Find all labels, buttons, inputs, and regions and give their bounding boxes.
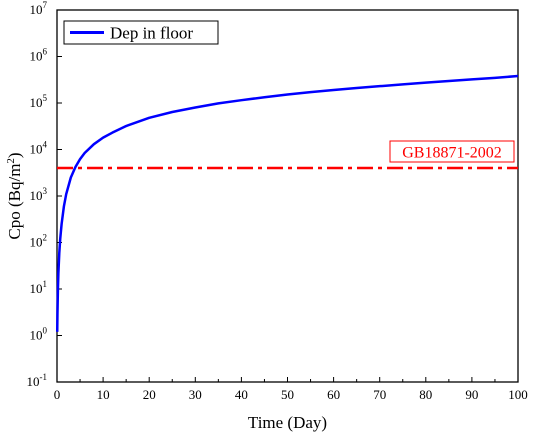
legend-box	[63, 20, 219, 45]
x-tick-label: 100	[508, 387, 528, 402]
y-tick-label: 107	[30, 0, 48, 17]
series-line	[55, 74, 519, 332]
y-tick-label: 101	[30, 279, 48, 296]
legend-label: Dep in floor	[110, 24, 193, 43]
x-tick-label: 60	[327, 387, 340, 402]
x-tick-label: 40	[235, 387, 248, 402]
reference-label: GB18871-2002	[389, 140, 515, 163]
x-tick-label: 50	[281, 387, 294, 402]
x-tick-label: 80	[419, 387, 432, 402]
y-axis-title-end: )	[5, 152, 24, 158]
x-tick-label: 10	[97, 387, 110, 402]
series-lines	[55, 74, 519, 332]
reference-label-text: GB18871-2002	[402, 145, 502, 162]
y-tick-label: 106	[30, 47, 48, 64]
reference-label-box	[389, 140, 515, 163]
y-tick-label: 105	[30, 93, 48, 110]
legend: Dep in floor	[63, 20, 219, 45]
y-axis-ticks: 10-1 100 101 102 103 104 105 106 107	[27, 0, 62, 389]
x-tick-label: 20	[143, 387, 156, 402]
y-tick-label: 10-1	[27, 372, 48, 389]
x-tick-label: 30	[189, 387, 202, 402]
y-tick-label: 102	[30, 233, 48, 250]
x-axis-title: Time (Day)	[248, 413, 327, 432]
x-tick-label: 70	[373, 387, 386, 402]
x-tick-label: 0	[54, 387, 61, 402]
plot-frame	[56, 9, 519, 383]
y-axis-title-sup: 2	[5, 158, 17, 164]
y-tick-label: 104	[30, 140, 48, 157]
y-axis-title-main: Cpo (Bq/m	[5, 164, 24, 240]
x-tick-label: 90	[465, 387, 478, 402]
y-tick-label: 100	[30, 326, 48, 343]
y-axis-title: Cpo (Bq/m2)	[5, 152, 24, 239]
y-tick-label: 103	[30, 186, 48, 203]
x-axis-ticks: 0 10 20 30 40 50 60 70 80 90 100	[54, 377, 528, 402]
